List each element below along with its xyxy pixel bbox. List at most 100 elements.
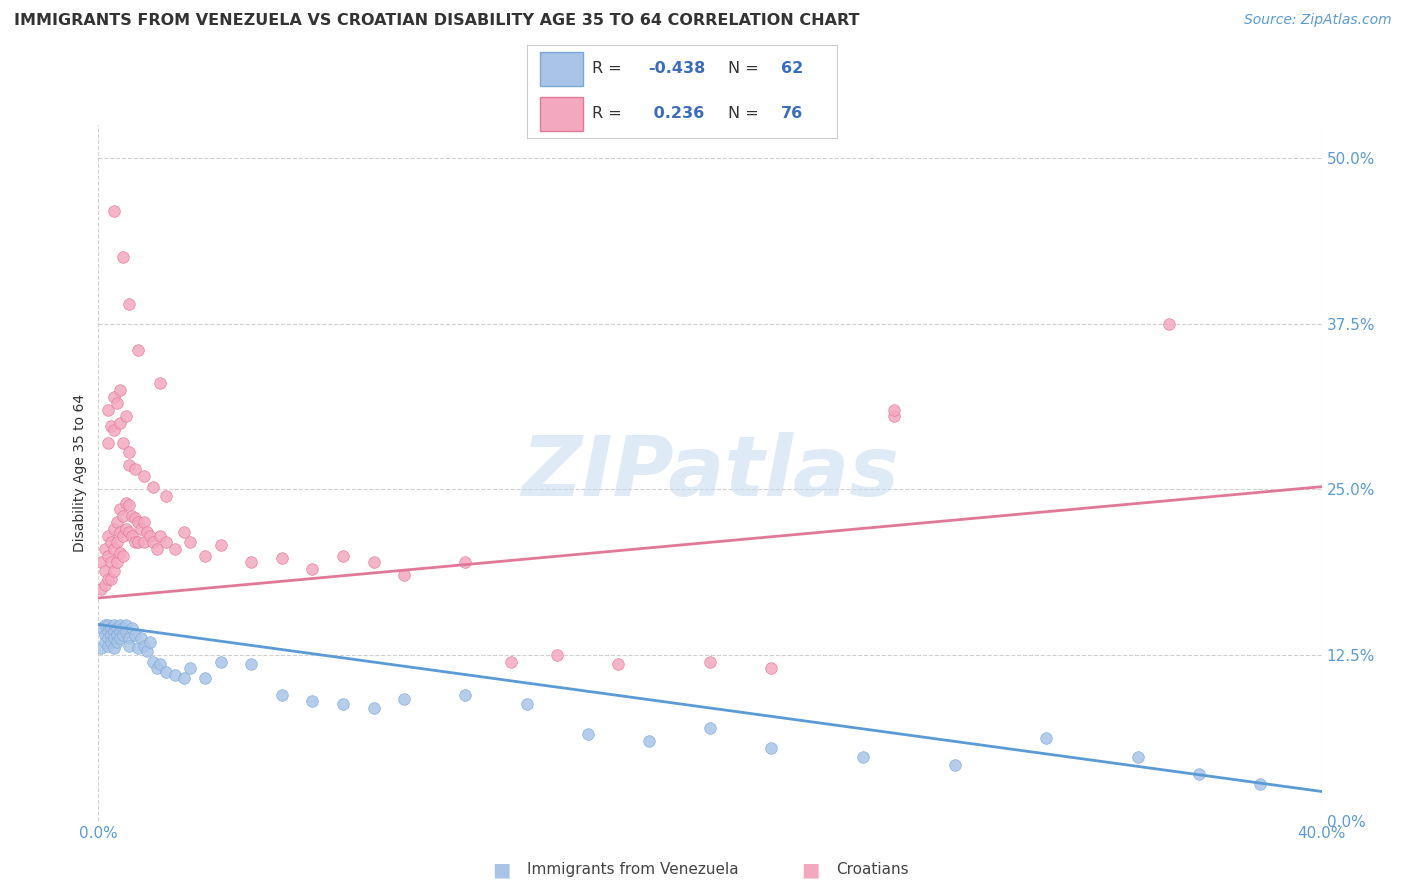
Point bbox=[97, 549, 120, 563]
Point bbox=[943, 758, 966, 772]
Point bbox=[136, 644, 159, 658]
Point bbox=[105, 634, 128, 648]
Text: R =: R = bbox=[592, 62, 627, 77]
Point bbox=[111, 508, 134, 523]
Point bbox=[108, 524, 131, 539]
Point bbox=[108, 631, 131, 645]
Point bbox=[118, 445, 141, 459]
Point bbox=[105, 396, 128, 410]
Point bbox=[209, 655, 232, 669]
Point bbox=[115, 522, 138, 536]
Point bbox=[149, 657, 172, 672]
Point bbox=[103, 390, 125, 404]
Point bbox=[759, 740, 782, 755]
Point bbox=[118, 524, 141, 539]
Point bbox=[118, 297, 141, 311]
Point bbox=[1249, 776, 1271, 790]
Point bbox=[108, 416, 131, 430]
Point bbox=[90, 641, 112, 656]
Point bbox=[392, 691, 416, 706]
Point bbox=[332, 549, 354, 563]
Y-axis label: Disability Age 35 to 64: Disability Age 35 to 64 bbox=[73, 393, 87, 552]
Point bbox=[108, 625, 131, 640]
Point bbox=[136, 524, 159, 539]
Point bbox=[139, 529, 162, 543]
Point bbox=[121, 508, 143, 523]
Text: R =: R = bbox=[592, 106, 627, 121]
Point bbox=[1188, 767, 1211, 781]
Point bbox=[173, 524, 195, 539]
Point bbox=[301, 562, 323, 576]
Point bbox=[546, 648, 568, 662]
Text: Immigrants from Venezuela: Immigrants from Venezuela bbox=[527, 863, 740, 877]
Point bbox=[194, 549, 217, 563]
FancyBboxPatch shape bbox=[540, 97, 583, 131]
Point bbox=[97, 639, 120, 653]
Point bbox=[100, 535, 122, 549]
Point bbox=[111, 251, 134, 265]
Text: ■: ■ bbox=[801, 860, 820, 880]
Point bbox=[105, 628, 128, 642]
Point bbox=[209, 538, 232, 552]
Point bbox=[127, 343, 149, 358]
Point bbox=[124, 511, 146, 525]
Point bbox=[699, 655, 721, 669]
Point bbox=[270, 688, 292, 702]
Point bbox=[145, 661, 167, 675]
Point bbox=[127, 535, 149, 549]
Point bbox=[111, 622, 134, 636]
Point bbox=[1128, 750, 1150, 764]
Point bbox=[97, 436, 120, 450]
Point bbox=[108, 383, 131, 397]
Point bbox=[501, 655, 523, 669]
Point bbox=[90, 622, 112, 636]
Text: ■: ■ bbox=[492, 860, 510, 880]
Point bbox=[105, 516, 128, 530]
Point bbox=[100, 573, 122, 587]
Point bbox=[142, 655, 165, 669]
Point bbox=[124, 535, 146, 549]
Point bbox=[124, 462, 146, 476]
Point bbox=[127, 516, 149, 530]
Text: IMMIGRANTS FROM VENEZUELA VS CROATIAN DISABILITY AGE 35 TO 64 CORRELATION CHART: IMMIGRANTS FROM VENEZUELA VS CROATIAN DI… bbox=[14, 13, 859, 29]
Point bbox=[90, 582, 112, 596]
Point bbox=[129, 631, 152, 645]
Point bbox=[179, 535, 201, 549]
Point bbox=[240, 555, 263, 569]
Point bbox=[115, 625, 138, 640]
Point bbox=[103, 423, 125, 437]
Point bbox=[163, 668, 186, 682]
Text: 62: 62 bbox=[780, 62, 803, 77]
Point bbox=[103, 617, 125, 632]
Point bbox=[607, 657, 630, 672]
Point bbox=[100, 622, 122, 636]
Point bbox=[332, 697, 354, 711]
Point bbox=[121, 622, 143, 636]
Point bbox=[103, 631, 125, 645]
Point bbox=[115, 495, 138, 509]
Point bbox=[105, 622, 128, 636]
Point bbox=[852, 750, 875, 764]
Point bbox=[270, 551, 292, 566]
Point bbox=[103, 641, 125, 656]
Text: N =: N = bbox=[728, 106, 765, 121]
Point bbox=[301, 694, 323, 708]
Point bbox=[100, 555, 122, 569]
Point bbox=[97, 631, 120, 645]
Point bbox=[127, 641, 149, 656]
Point bbox=[93, 628, 115, 642]
Point bbox=[173, 671, 195, 685]
Text: -0.438: -0.438 bbox=[648, 62, 706, 77]
Point bbox=[883, 402, 905, 417]
Point bbox=[103, 625, 125, 640]
Point bbox=[118, 498, 141, 512]
Point bbox=[90, 555, 112, 569]
Point bbox=[155, 665, 177, 680]
Point bbox=[155, 535, 177, 549]
Point bbox=[100, 418, 122, 433]
Point bbox=[134, 516, 156, 530]
Point bbox=[363, 555, 385, 569]
Point bbox=[97, 617, 120, 632]
Point bbox=[118, 458, 141, 473]
Point bbox=[883, 409, 905, 424]
